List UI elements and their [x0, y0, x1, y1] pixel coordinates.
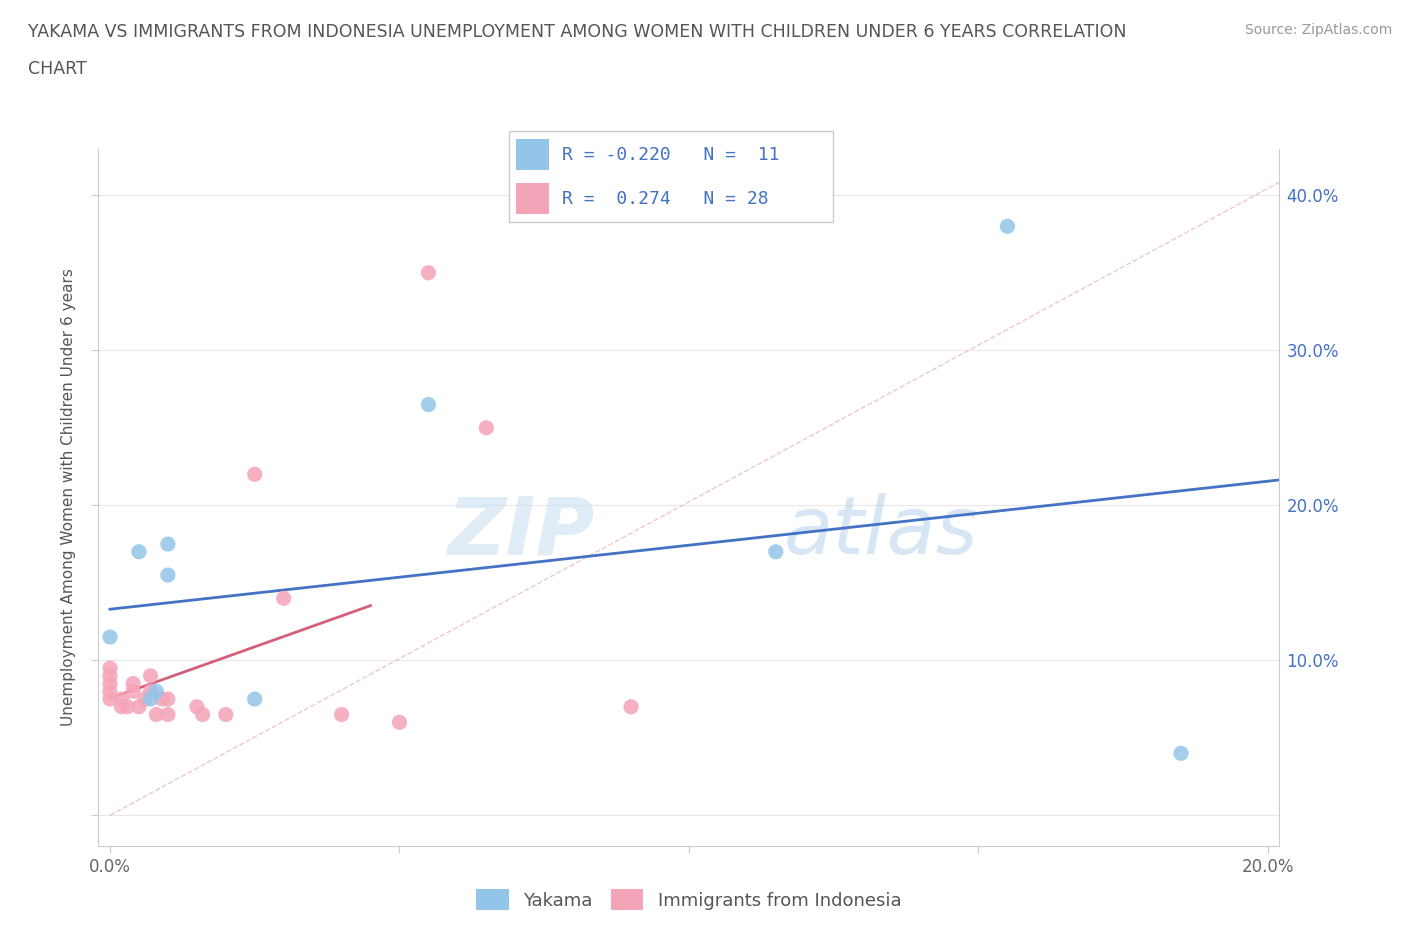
Point: [418, 265, 440, 280]
Point: [139, 684, 162, 698]
Point: [156, 692, 179, 707]
Text: CHART: CHART: [28, 60, 87, 78]
Point: [186, 699, 208, 714]
Point: [98, 684, 121, 698]
Point: [145, 707, 167, 722]
Point: [273, 591, 295, 605]
Point: [110, 692, 132, 707]
Point: [110, 699, 132, 714]
Point: [98, 660, 121, 675]
Point: [1170, 746, 1192, 761]
Point: [134, 692, 156, 707]
Bar: [516, 183, 550, 214]
Text: Source: ZipAtlas.com: Source: ZipAtlas.com: [1244, 23, 1392, 37]
Point: [117, 699, 139, 714]
Text: R =  0.274   N = 28: R = 0.274 N = 28: [562, 190, 769, 208]
Point: [243, 692, 266, 707]
Text: ZIP: ZIP: [447, 494, 595, 571]
Point: [139, 669, 162, 684]
Point: [475, 420, 498, 435]
Point: [98, 630, 121, 644]
Point: [128, 699, 150, 714]
Y-axis label: Unemployment Among Women with Children Under 6 years: Unemployment Among Women with Children U…: [60, 269, 76, 726]
Point: [98, 692, 121, 707]
Text: R = -0.220   N =  11: R = -0.220 N = 11: [562, 146, 780, 165]
Text: atlas: atlas: [783, 494, 979, 571]
Point: [156, 537, 179, 551]
Point: [330, 707, 353, 722]
Point: [765, 544, 787, 559]
Point: [145, 684, 167, 698]
FancyBboxPatch shape: [509, 131, 834, 222]
Point: [215, 707, 238, 722]
Legend: Yakama, Immigrants from Indonesia: Yakama, Immigrants from Indonesia: [470, 883, 908, 918]
Bar: [516, 140, 550, 170]
Point: [98, 669, 121, 684]
Point: [995, 219, 1018, 233]
Point: [122, 676, 145, 691]
Point: [156, 567, 179, 582]
Point: [150, 692, 173, 707]
Point: [139, 692, 162, 707]
Point: [620, 699, 643, 714]
Point: [128, 544, 150, 559]
Point: [156, 707, 179, 722]
Point: [191, 707, 214, 722]
Point: [388, 715, 411, 730]
Point: [98, 676, 121, 691]
Point: [122, 684, 145, 698]
Point: [418, 397, 440, 412]
Text: YAKAMA VS IMMIGRANTS FROM INDONESIA UNEMPLOYMENT AMONG WOMEN WITH CHILDREN UNDER: YAKAMA VS IMMIGRANTS FROM INDONESIA UNEM…: [28, 23, 1126, 41]
Point: [243, 467, 266, 482]
